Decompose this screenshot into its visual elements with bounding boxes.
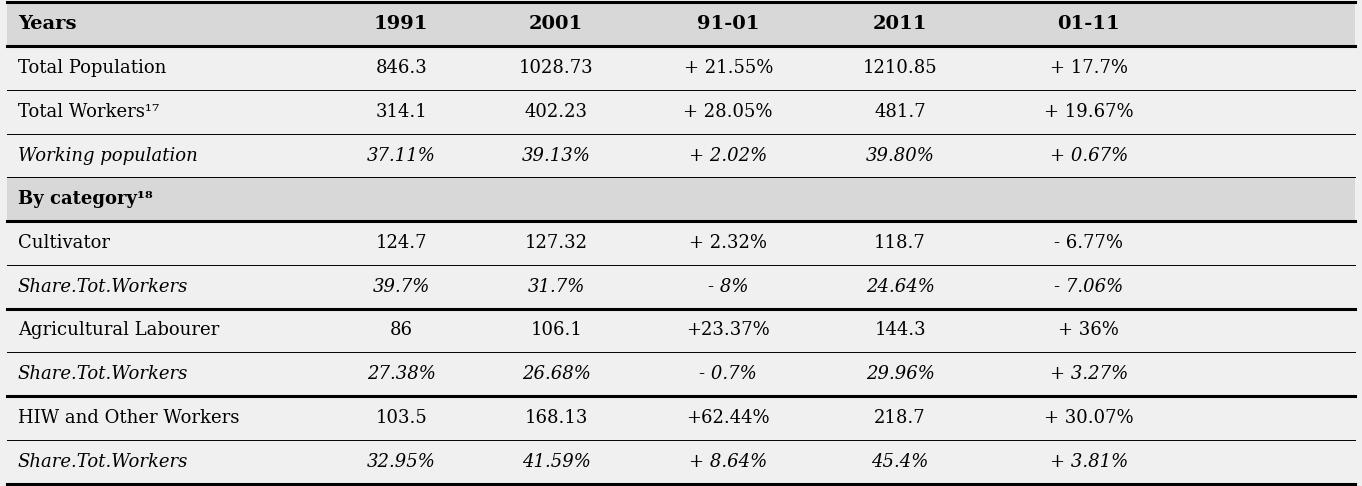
Text: Total Workers¹⁷: Total Workers¹⁷ <box>18 103 159 121</box>
Text: 37.11%: 37.11% <box>366 146 436 165</box>
Text: + 2.32%: + 2.32% <box>689 234 767 252</box>
Text: + 36%: + 36% <box>1058 321 1120 340</box>
Text: + 19.67%: + 19.67% <box>1045 103 1133 121</box>
Text: 144.3: 144.3 <box>874 321 926 340</box>
Text: + 8.64%: + 8.64% <box>689 452 767 471</box>
Text: + 3.27%: + 3.27% <box>1050 365 1128 383</box>
Text: 91-01: 91-01 <box>697 15 760 34</box>
Text: 41.59%: 41.59% <box>522 452 591 471</box>
Text: 39.13%: 39.13% <box>522 146 591 165</box>
Text: - 6.77%: - 6.77% <box>1054 234 1124 252</box>
Text: Share.Tot.Workers: Share.Tot.Workers <box>18 452 188 471</box>
Text: 32.95%: 32.95% <box>366 452 436 471</box>
Text: +23.37%: +23.37% <box>686 321 770 340</box>
Text: 846.3: 846.3 <box>376 59 428 77</box>
Text: 118.7: 118.7 <box>874 234 926 252</box>
Text: 218.7: 218.7 <box>874 409 926 427</box>
Text: 481.7: 481.7 <box>874 103 926 121</box>
Text: 2001: 2001 <box>530 15 583 34</box>
Text: 1991: 1991 <box>375 15 429 34</box>
Text: 27.38%: 27.38% <box>366 365 436 383</box>
Text: 39.80%: 39.80% <box>866 146 934 165</box>
Text: + 0.67%: + 0.67% <box>1050 146 1128 165</box>
Text: + 21.55%: + 21.55% <box>684 59 772 77</box>
Text: Years: Years <box>18 15 76 34</box>
Text: + 3.81%: + 3.81% <box>1050 452 1128 471</box>
Text: + 30.07%: + 30.07% <box>1045 409 1133 427</box>
Text: 1028.73: 1028.73 <box>519 59 594 77</box>
Text: + 28.05%: + 28.05% <box>684 103 774 121</box>
Text: Cultivator: Cultivator <box>18 234 110 252</box>
Text: 31.7%: 31.7% <box>527 278 584 296</box>
Text: - 0.7%: - 0.7% <box>699 365 757 383</box>
Bar <box>7 2 1355 46</box>
Text: +62.44%: +62.44% <box>686 409 770 427</box>
Text: 124.7: 124.7 <box>376 234 426 252</box>
Text: 402.23: 402.23 <box>524 103 588 121</box>
Text: 26.68%: 26.68% <box>522 365 591 383</box>
Text: - 8%: - 8% <box>708 278 749 296</box>
Text: Working population: Working population <box>18 146 197 165</box>
Text: 01-11: 01-11 <box>1057 15 1121 34</box>
Text: + 17.7%: + 17.7% <box>1050 59 1128 77</box>
Text: 127.32: 127.32 <box>524 234 588 252</box>
Text: Total Population: Total Population <box>18 59 166 77</box>
Text: 168.13: 168.13 <box>524 409 588 427</box>
Text: HIW and Other Workers: HIW and Other Workers <box>18 409 240 427</box>
Text: 24.64%: 24.64% <box>866 278 934 296</box>
Text: - 7.06%: - 7.06% <box>1054 278 1124 296</box>
Text: 2011: 2011 <box>873 15 928 34</box>
Text: 39.7%: 39.7% <box>373 278 430 296</box>
Text: 45.4%: 45.4% <box>872 452 929 471</box>
Text: Share.Tot.Workers: Share.Tot.Workers <box>18 278 188 296</box>
Bar <box>7 177 1355 221</box>
Text: 29.96%: 29.96% <box>866 365 934 383</box>
Text: 86: 86 <box>390 321 413 340</box>
Text: 103.5: 103.5 <box>376 409 428 427</box>
Text: + 2.02%: + 2.02% <box>689 146 767 165</box>
Text: Share.Tot.Workers: Share.Tot.Workers <box>18 365 188 383</box>
Text: 1210.85: 1210.85 <box>862 59 937 77</box>
Text: Agricultural Labourer: Agricultural Labourer <box>18 321 219 340</box>
Text: 314.1: 314.1 <box>376 103 428 121</box>
Text: By category¹⁸: By category¹⁸ <box>18 190 153 208</box>
Text: 106.1: 106.1 <box>530 321 582 340</box>
